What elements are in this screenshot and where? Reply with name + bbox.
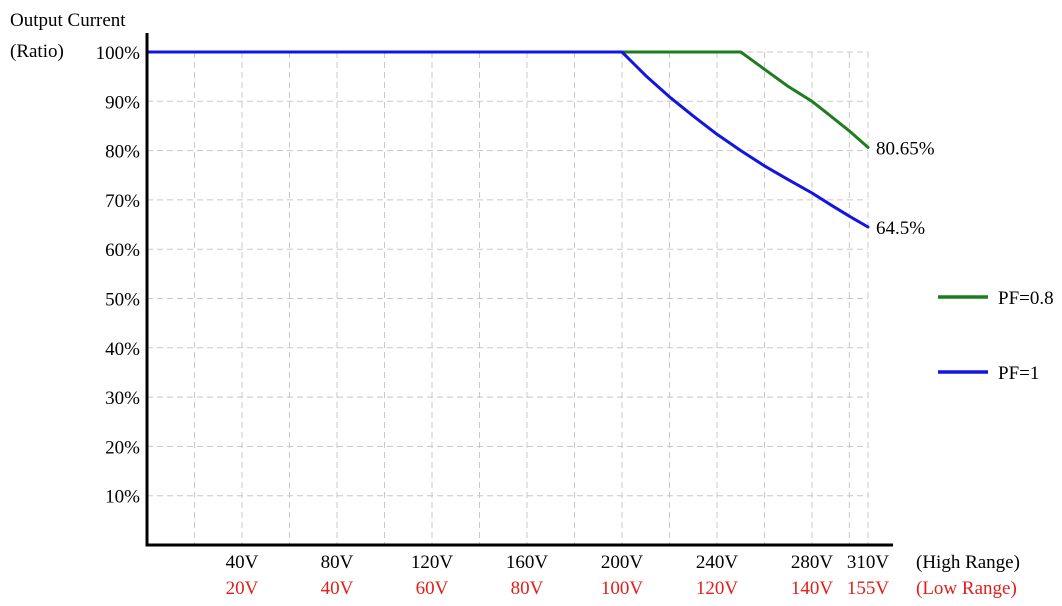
x-tick-label-low: 155V: [847, 578, 890, 599]
x-tick-label-low: 20V: [226, 578, 259, 599]
y-tick-label: 80%: [105, 142, 140, 163]
x-axis-label-high: (High Range): [916, 552, 1020, 573]
series-end-label: 64.5%: [876, 218, 925, 239]
series-lines: [145, 50, 870, 229]
x-tick-label-high: 240V: [696, 552, 739, 573]
x-tick-label-low: 120V: [696, 578, 739, 599]
y-tick-label: 70%: [105, 191, 140, 212]
y-tick-label: 20%: [105, 437, 140, 458]
series-line-pf-0-8: [145, 50, 870, 149]
y-tick-label: 50%: [105, 290, 140, 311]
y-tick-label: 100%: [96, 43, 141, 64]
x-tick-label-high: 280V: [791, 552, 834, 573]
y-tick-label: 90%: [105, 92, 140, 113]
x-tick-label-high: 160V: [506, 552, 549, 573]
grid: [147, 51, 869, 545]
y-axis-title: Output Current: [10, 10, 126, 31]
axes: [145, 33, 893, 547]
x-tick-label-low: 60V: [416, 578, 449, 599]
x-tick-label-high: 200V: [601, 552, 644, 573]
x-tick-label-high: 40V: [226, 552, 259, 573]
legend: PF=0.8 PF=1: [938, 288, 1054, 384]
legend-label: PF=0.8: [998, 288, 1054, 309]
x-tick-label-low: 140V: [791, 578, 834, 599]
x-tick-label-low: 100V: [601, 578, 644, 599]
x-tick-label-high: 310V: [847, 552, 890, 573]
x-tick-label-low: 80V: [511, 578, 544, 599]
x-tick-label-low: 40V: [321, 578, 354, 599]
x-tick-label-high: 80V: [321, 552, 354, 573]
y-tick-label: 30%: [105, 388, 140, 409]
series-line-pf-1: [145, 50, 870, 229]
labels: 10% 20% 30% 40% 50% 60% 70% 80% 90% 100% Output Cu…: [10, 10, 1020, 599]
y-tick-label: 40%: [105, 339, 140, 360]
legend-label: PF=1: [998, 363, 1039, 384]
y-tick-label: 60%: [105, 240, 140, 261]
series-end-label: 80.65%: [876, 138, 935, 159]
y-axis-subtitle: (Ratio): [10, 41, 64, 62]
y-tick-label: 10%: [105, 487, 140, 508]
x-axis-label-low: (Low Range): [916, 578, 1017, 599]
x-tick-label-high: 120V: [411, 552, 454, 573]
